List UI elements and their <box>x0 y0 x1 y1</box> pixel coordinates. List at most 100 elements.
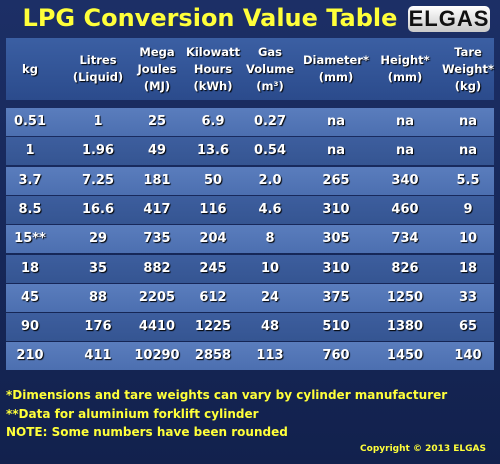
table-cell: 0.54 <box>253 143 287 159</box>
table-cell: 10 <box>458 231 478 247</box>
table-cell: 1 <box>25 143 35 159</box>
header-line: (mm) <box>318 70 354 84</box>
table-cell: 24 <box>260 289 280 305</box>
table-cell: 1.96 <box>81 143 115 159</box>
header-line: (kWh) <box>193 78 233 93</box>
header-line: (m³) <box>256 78 284 93</box>
table-cell: 265 <box>322 172 350 188</box>
table-cell: 417 <box>143 201 171 217</box>
table-cell: 1225 <box>194 319 232 335</box>
header-line: Diameter* <box>302 53 369 67</box>
header-line: Volume <box>245 61 295 76</box>
table-cell: 210 <box>16 348 44 364</box>
header-line: Tare <box>454 44 482 59</box>
table-cell: 734 <box>391 231 419 247</box>
table-cell: 25 <box>147 114 167 129</box>
table-cell: 1 <box>93 114 103 129</box>
header-line: (mm) <box>387 70 423 84</box>
table-cell: 15** <box>14 231 46 247</box>
table-cell: 411 <box>84 348 112 364</box>
table-cell: 4.6 <box>258 201 282 217</box>
footnote: **Data for aluminium forklift cylinder <box>6 406 259 421</box>
table-cell: 826 <box>391 260 419 276</box>
table-cell: 2858 <box>194 348 232 364</box>
table-cell: 340 <box>391 172 419 188</box>
row-band <box>6 283 494 312</box>
table-cell: 49 <box>147 143 167 159</box>
table-cell: 18 <box>20 260 40 276</box>
row-band <box>6 313 494 342</box>
table-cell: 6.9 <box>201 114 225 129</box>
column-header: Tare Weight* (kg) <box>439 38 497 100</box>
table-cell: 204 <box>199 231 227 247</box>
table-cell: 65 <box>458 319 478 335</box>
table-cell: 181 <box>143 172 171 188</box>
row-band <box>6 254 494 283</box>
header-line: Hours <box>193 61 233 76</box>
table-cell: 10 <box>260 260 280 276</box>
table-cell: 0.27 <box>253 114 287 129</box>
header-line: Mega <box>139 44 175 59</box>
table-cell: 90 <box>20 319 40 335</box>
table-cell: 1250 <box>386 289 424 305</box>
row-band <box>6 342 494 371</box>
row-band <box>6 225 494 254</box>
footnote: NOTE: Some numbers have been rounded <box>6 425 288 439</box>
header-line: (Liquid) <box>72 70 124 84</box>
table-cell: 1380 <box>386 319 424 335</box>
table-cell: na <box>458 143 478 159</box>
table-cell: 510 <box>322 319 350 335</box>
table-cell: 2.0 <box>258 172 282 188</box>
table-cell: na <box>326 143 346 159</box>
table-cell: 33 <box>458 289 478 305</box>
header-line: (MJ) <box>143 78 171 93</box>
header-line: Weight* <box>442 61 494 76</box>
table-cell: 88 <box>88 289 108 305</box>
column-header: kg <box>5 38 55 100</box>
table-cell: 140 <box>454 348 482 364</box>
logo: ELGAS <box>408 6 490 32</box>
table-cell: 10290 <box>134 348 180 364</box>
table-cell: 612 <box>199 289 227 305</box>
table-cell: 1450 <box>386 348 424 364</box>
table-cell: 310 <box>322 260 350 276</box>
table-cell: 0.51 <box>13 114 47 129</box>
table-cell: 29 <box>88 231 108 247</box>
table-cell: 35 <box>88 260 108 276</box>
table-cell: 7.25 <box>81 172 115 188</box>
header-line: Gas <box>257 44 283 59</box>
header-line: Joules <box>137 61 177 76</box>
column-header: Mega Joules (MJ) <box>130 38 184 100</box>
header-line: Litres <box>79 53 117 67</box>
table-cell: 735 <box>143 231 171 247</box>
table-cell: 305 <box>322 231 350 247</box>
footnote: *Dimensions and tare weights can vary by… <box>6 388 448 402</box>
row-band <box>6 108 494 136</box>
row-band <box>6 195 494 224</box>
table-cell: 245 <box>199 260 227 276</box>
table-cell: 8.5 <box>18 201 42 217</box>
table-cell: 9 <box>463 201 473 217</box>
header-band <box>6 38 494 100</box>
table-cell: 176 <box>84 319 112 335</box>
table-cell: 760 <box>322 348 350 364</box>
table-cell: 48 <box>260 319 280 335</box>
table-cell: 460 <box>391 201 419 217</box>
column-header: Gas Volume (m³) <box>243 38 297 100</box>
header-line: kg <box>22 61 38 76</box>
title: LPG Conversion Value Table <box>22 4 398 32</box>
header-line: Kilowatt <box>185 44 241 59</box>
table-cell: 8 <box>265 231 275 247</box>
table-cell: 50 <box>203 172 223 188</box>
table-cell: 113 <box>256 348 284 364</box>
column-header: Kilowatt Hours (kWh) <box>183 38 243 100</box>
row-band <box>6 166 494 195</box>
table-cell: 310 <box>322 201 350 217</box>
column-header: Litres (Liquid) <box>65 38 131 100</box>
table-cell: na <box>395 143 415 159</box>
table-cell: 3.7 <box>18 172 42 188</box>
table-cell: na <box>458 114 478 129</box>
column-header: Height* (mm) <box>373 38 437 100</box>
table-cell: 45 <box>20 289 40 305</box>
table-cell: 375 <box>322 289 350 305</box>
